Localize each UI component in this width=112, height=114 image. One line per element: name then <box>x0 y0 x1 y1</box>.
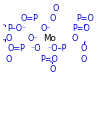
Text: P–O⁻: P–O⁻ <box>7 24 27 33</box>
Text: O: O <box>49 14 56 23</box>
Text: ": " <box>83 24 85 28</box>
Text: ": " <box>50 60 52 65</box>
Text: O=P: O=P <box>21 14 39 23</box>
Text: P=O: P=O <box>41 54 58 63</box>
Text: ⁻O–P: ⁻O–P <box>47 44 67 53</box>
Text: ": " <box>2 24 5 28</box>
Text: O: O <box>80 44 87 53</box>
Text: P=O: P=O <box>76 14 94 23</box>
Text: O: O <box>49 64 56 73</box>
Text: O⁻: O⁻ <box>27 34 38 43</box>
Text: O=P: O=P <box>7 44 25 53</box>
Text: O: O <box>71 34 78 43</box>
Text: ": " <box>2 38 5 43</box>
Text: Mo: Mo <box>43 34 56 43</box>
Text: O⁻: O⁻ <box>41 24 51 33</box>
Text: ": " <box>83 40 85 45</box>
Text: O: O <box>5 34 12 43</box>
Text: O: O <box>80 54 87 63</box>
Text: O: O <box>53 4 59 12</box>
Text: ⁻O: ⁻O <box>31 44 41 53</box>
Text: O: O <box>5 54 12 63</box>
Text: P=O: P=O <box>73 24 90 33</box>
